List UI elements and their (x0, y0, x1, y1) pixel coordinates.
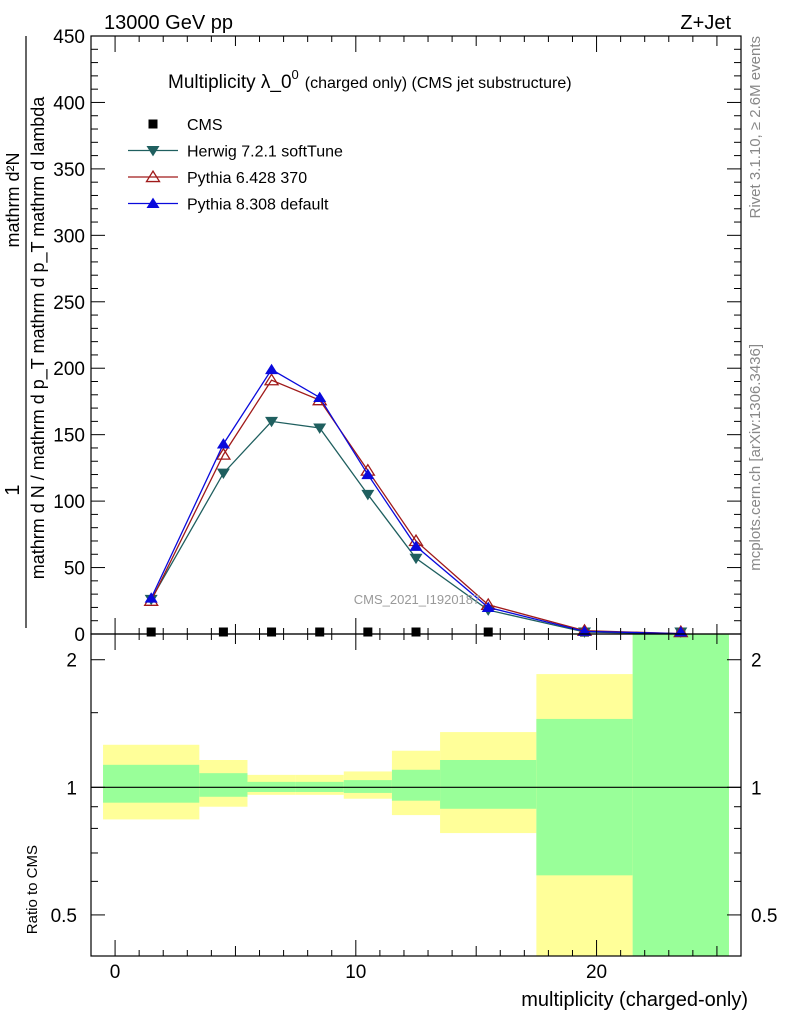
ratio-band-green (343, 780, 392, 793)
x-tick-label: 10 (345, 962, 366, 983)
data-point (483, 627, 493, 637)
data-point (148, 119, 158, 129)
ratio-band-green (391, 769, 441, 801)
y-tick-label: 200 (53, 359, 85, 380)
data-point (146, 627, 156, 637)
data-point (409, 553, 423, 565)
y-tick-label: 100 (53, 492, 85, 513)
energy-label: 13000 GeV pp (104, 12, 233, 34)
ratio-y-tick-label-right: 1 (751, 778, 762, 799)
y-axis-label-numerator: 1 (2, 484, 24, 495)
ratio-y-tick-label: 1 (66, 778, 77, 799)
chart-title-main: Multiplicity λ_0 (168, 72, 292, 93)
legend-entry: CMS (148, 117, 223, 134)
data-point (265, 363, 279, 375)
y-tick-label: 150 (53, 426, 85, 447)
y-tick-label: 400 (53, 93, 85, 114)
chart-subtitle: (charged only) (CMS jet substructure) (305, 75, 572, 92)
ratio-band-green (632, 634, 729, 956)
data-point (263, 373, 280, 386)
data-point (145, 169, 161, 183)
data-point (313, 423, 327, 434)
ratio-band-green (199, 773, 248, 797)
x-axis-label: multiplicity (charged-only) (521, 989, 748, 1011)
data-point (578, 625, 592, 636)
data-point (313, 391, 327, 403)
data-point (265, 416, 279, 428)
legend-entry: Pythia 6.428 370 (128, 169, 307, 187)
data-point (216, 468, 230, 480)
data-point (409, 540, 423, 551)
ratio-panel-frame (90, 633, 742, 957)
analysis-watermark: CMS_2021_I1920187 (354, 592, 481, 607)
legend-label: Herwig 7.2.1 softTune (187, 144, 343, 161)
ratio-y-tick-label-right: 0.5 (751, 906, 777, 927)
data-point (146, 145, 160, 157)
data-point (215, 447, 232, 460)
legend-label: Pythia 6.428 370 (187, 170, 307, 187)
mcplots-label: mcplots.cern.ch [arXiv:1306.3436] (747, 344, 764, 571)
y-tick-label: 250 (53, 293, 85, 314)
y-tick-label: 450 (53, 27, 85, 48)
data-point (411, 627, 421, 637)
data-point (315, 627, 325, 637)
x-tick-label: 0 (110, 962, 121, 983)
data-point (216, 438, 230, 449)
data-point (361, 489, 375, 501)
legend-label: Pythia 8.308 default (187, 197, 329, 214)
data-point (361, 468, 375, 480)
legend-entry: Pythia 8.308 default (128, 197, 329, 214)
ratio-plot-bands (103, 634, 729, 956)
data-point (144, 592, 158, 603)
y-tick-label: 50 (64, 559, 85, 580)
data-point (481, 601, 495, 612)
chart-title-sup: 0 (292, 67, 299, 82)
legend: CMS Herwig 7.2.1 softTune Pythia 6.428 370… (128, 117, 343, 214)
y-axis-label-denominator: mathrm d N / mathrm d p_T mathrm d p_T m… (28, 96, 49, 579)
y-tick-label: 350 (53, 160, 85, 181)
process-label: Z+Jet (680, 12, 731, 34)
data-point (146, 197, 160, 209)
y-tick-label: 300 (53, 226, 85, 247)
ratio-band-green (536, 718, 633, 876)
legend-label: CMS (187, 117, 223, 134)
data-point (363, 627, 373, 637)
chart-title: Multiplicity λ_00 (charged only) (CMS jet… (168, 67, 572, 93)
ratio-y-tick-label: 0.5 (51, 906, 77, 927)
legend-entry: Herwig 7.2.1 softTune (128, 144, 343, 161)
rivet-label: Rivet 3.1.10, ≥ 2.6M events (747, 36, 764, 219)
main-series-layer (143, 363, 689, 638)
y-tick-label: 0 (74, 625, 85, 646)
data-point (267, 627, 277, 637)
x-tick-label: 20 (586, 962, 607, 983)
ratio-band-green (103, 764, 200, 803)
ratio-y-tick-label-right: 2 (751, 651, 762, 672)
ratio-y-axis-label: Ratio to CMS (24, 845, 41, 934)
data-point (218, 627, 228, 637)
y-axis-label-short: mathrm d²N (3, 152, 23, 247)
series (144, 363, 688, 637)
ratio-y-tick-label: 2 (66, 651, 77, 672)
ratio-band-green (440, 760, 537, 809)
